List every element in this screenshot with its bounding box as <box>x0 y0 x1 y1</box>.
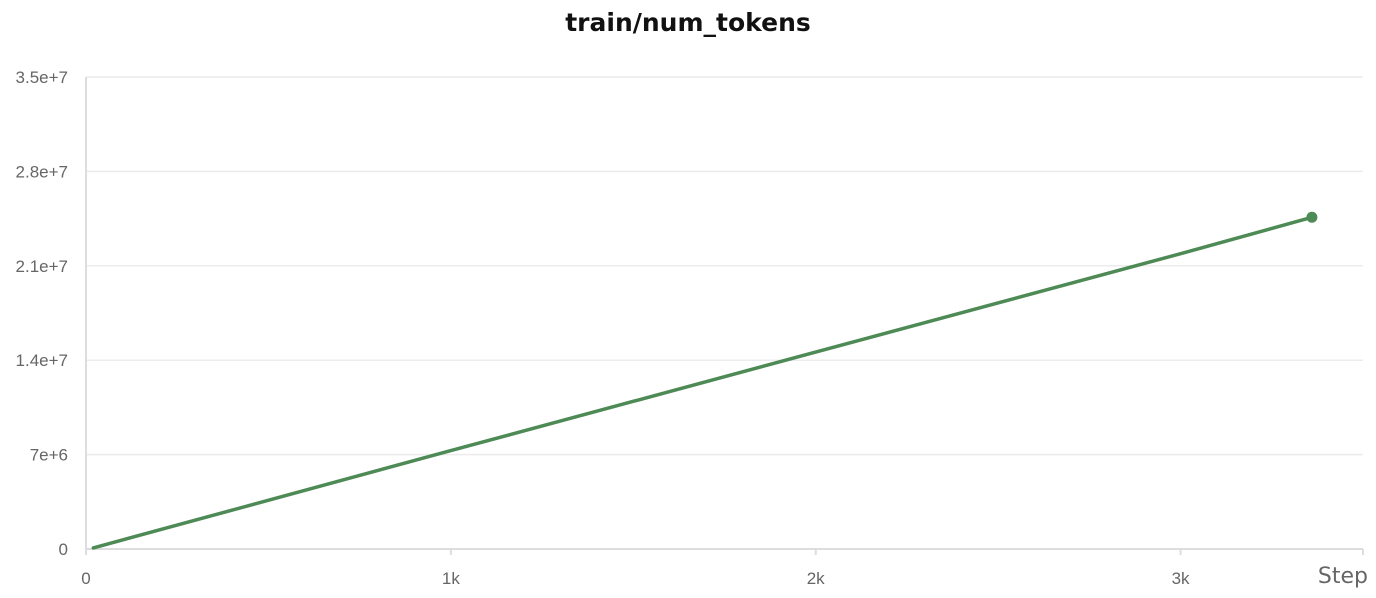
x-tick-label: 0 <box>81 569 90 588</box>
y-tick-label: 7e+6 <box>30 446 68 465</box>
y-tick-label: 2.1e+7 <box>16 257 68 276</box>
series-line <box>91 215 1314 550</box>
y-tick-label: 2.8e+7 <box>16 162 68 181</box>
x-tick-label: 1k <box>442 569 460 588</box>
x-tick-label: 2k <box>807 569 825 588</box>
series-end-point <box>1306 211 1318 223</box>
x-axis-label: Step <box>1318 564 1368 589</box>
y-tick-label: 3.5e+7 <box>16 68 68 87</box>
x-tick-label: 3k <box>1172 569 1190 588</box>
chart-title: train/num_tokens <box>565 8 811 37</box>
y-tick-label: 0 <box>59 540 68 559</box>
y-tick-label: 1.4e+7 <box>16 351 68 370</box>
